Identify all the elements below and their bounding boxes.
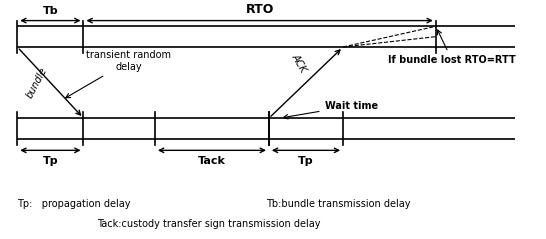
- Text: Tb: Tb: [43, 6, 58, 16]
- Text: If bundle lost RTO=RTT: If bundle lost RTO=RTT: [388, 30, 516, 65]
- Text: Wait time: Wait time: [283, 101, 378, 119]
- Text: Tp: Tp: [43, 156, 58, 166]
- Text: Tb:bundle transmission delay: Tb:bundle transmission delay: [266, 199, 411, 209]
- Text: RTO: RTO: [246, 3, 274, 16]
- Text: Tp: Tp: [298, 156, 314, 166]
- Text: Tack:custody transfer sign transmission delay: Tack:custody transfer sign transmission …: [97, 219, 321, 229]
- Text: Tp:   propagation delay: Tp: propagation delay: [17, 199, 131, 209]
- Text: bundle: bundle: [25, 65, 50, 100]
- Text: transient random
delay: transient random delay: [66, 50, 171, 98]
- Text: Tack: Tack: [198, 156, 226, 166]
- Text: ACK: ACK: [290, 52, 308, 74]
